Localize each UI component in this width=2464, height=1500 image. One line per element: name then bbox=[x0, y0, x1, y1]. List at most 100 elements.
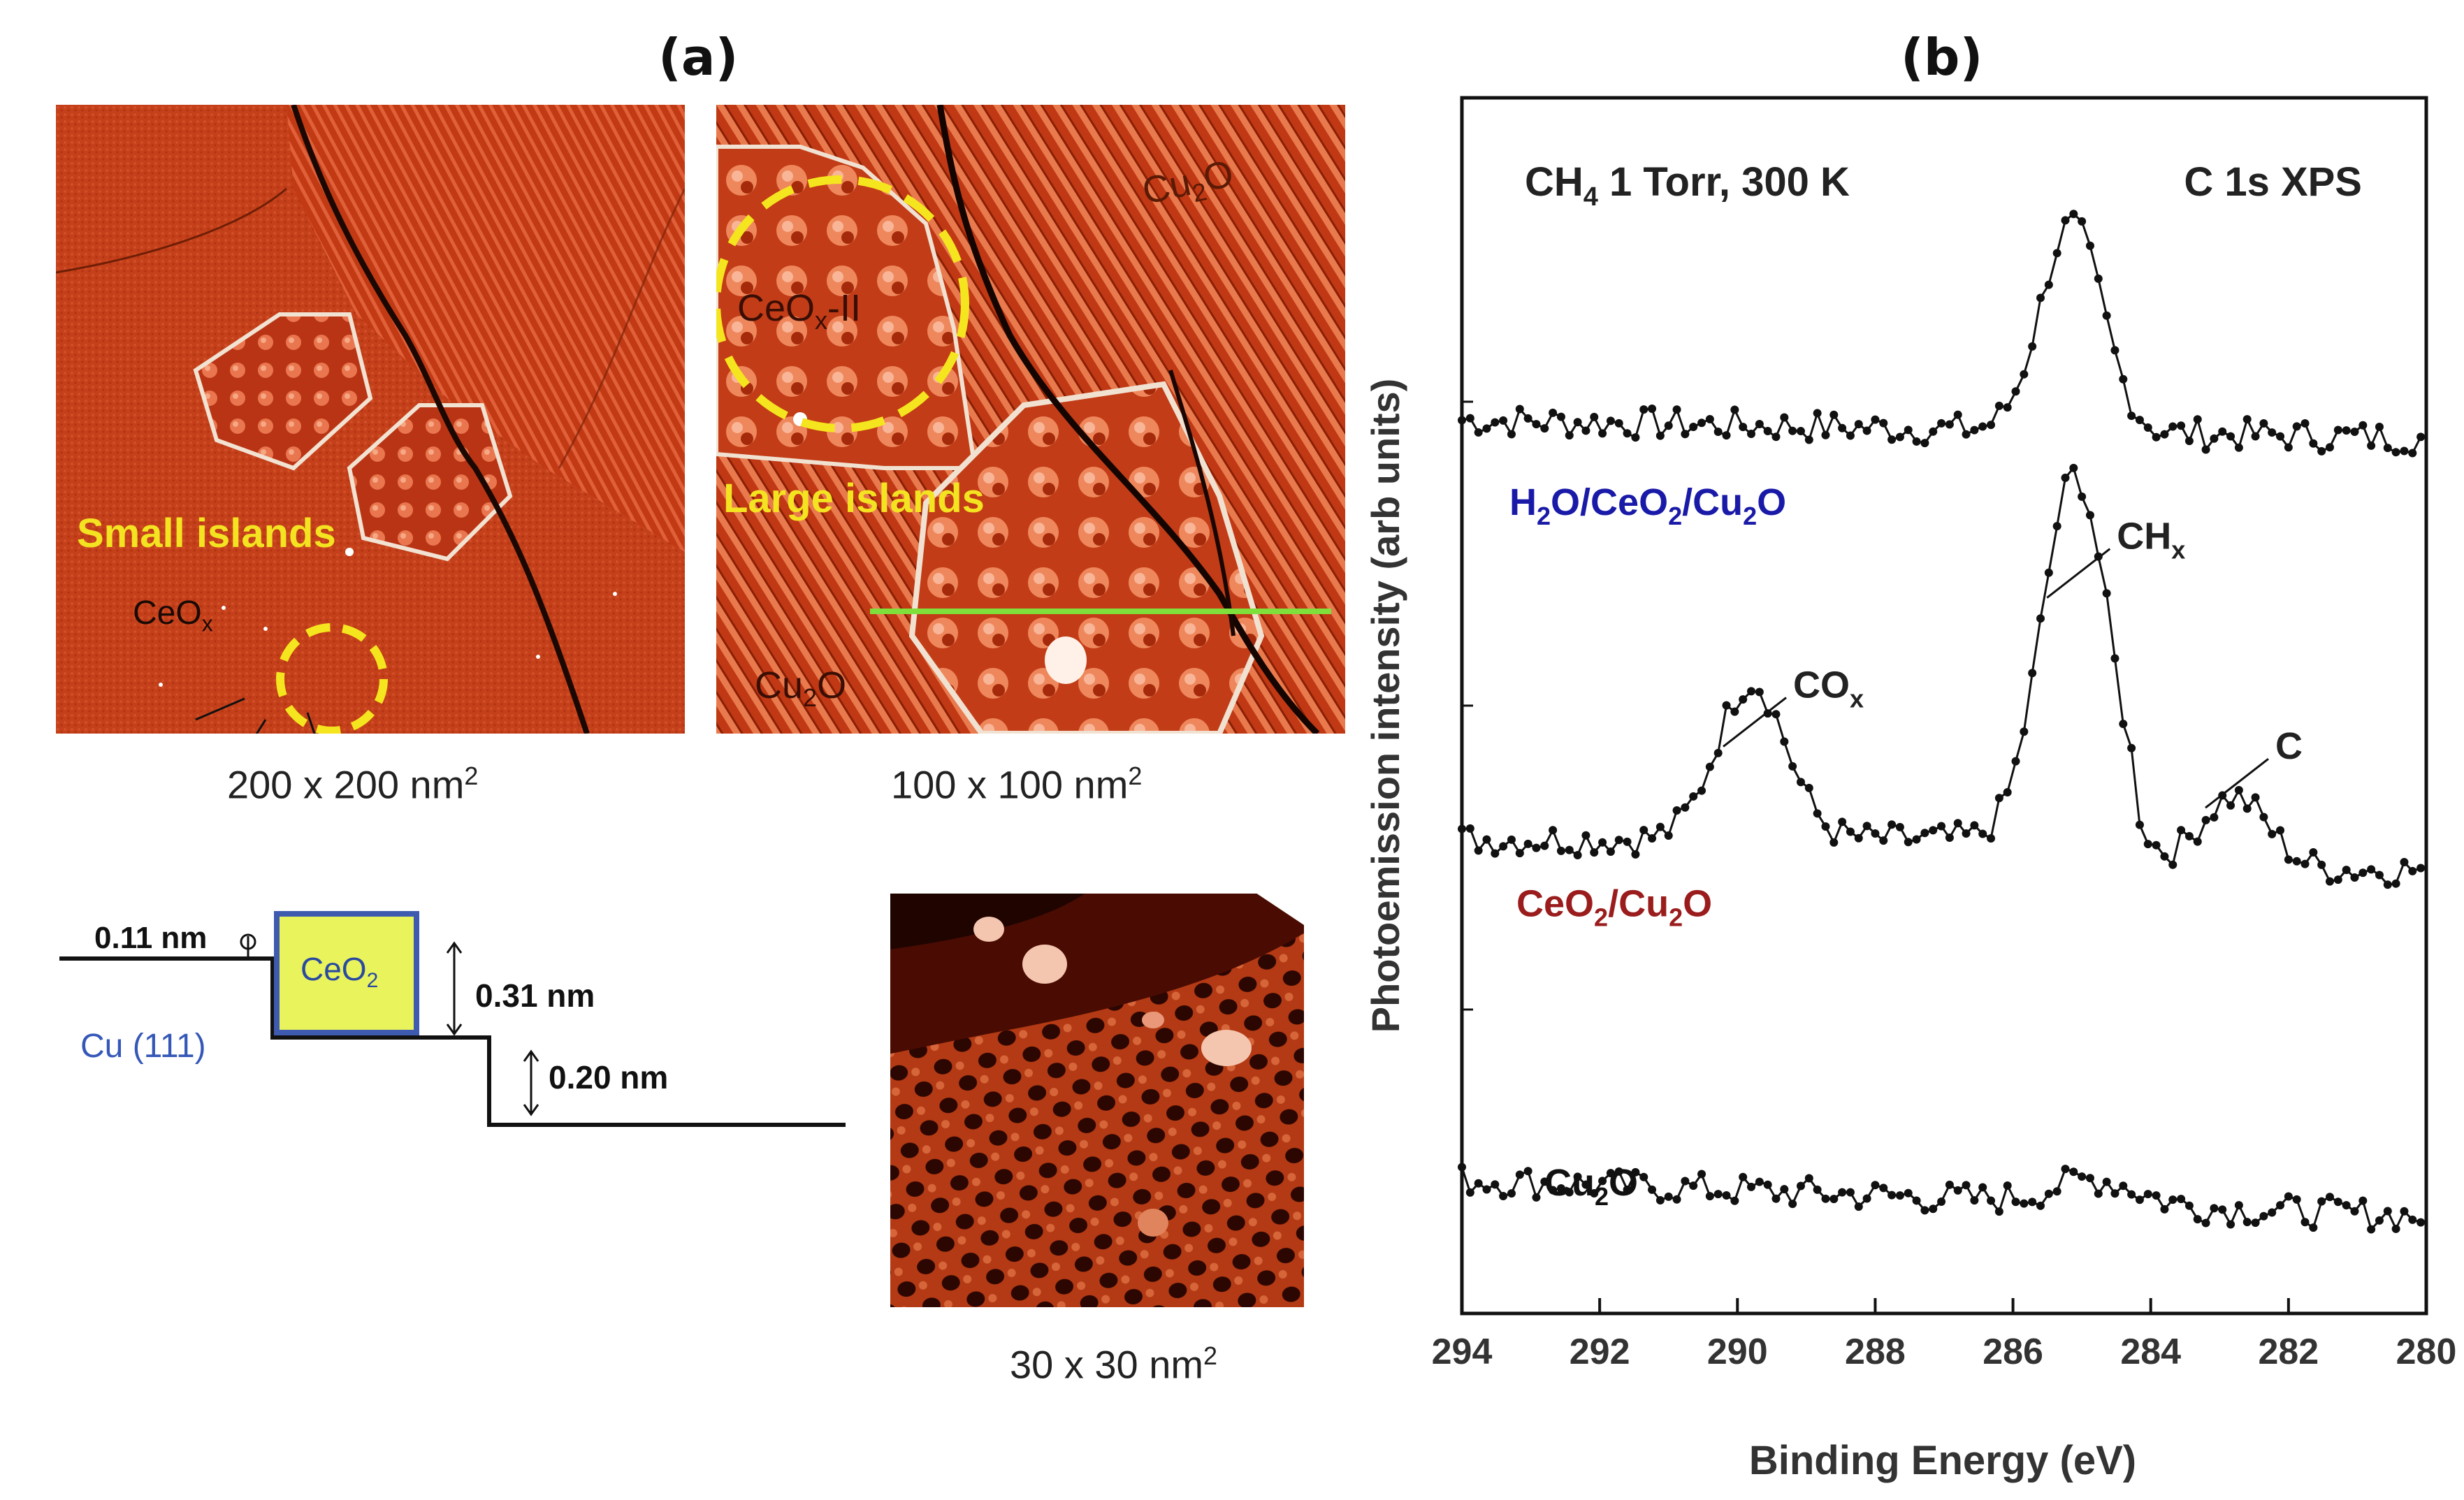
data-point bbox=[1871, 829, 1880, 838]
data-point bbox=[1672, 405, 1681, 414]
data-point bbox=[2127, 1190, 2136, 1199]
data-point bbox=[1631, 433, 1640, 442]
data-point bbox=[2003, 1181, 2012, 1190]
peak-annotation: C bbox=[2275, 725, 2303, 767]
ceo2-box-label: CeO2 bbox=[300, 950, 378, 993]
data-point bbox=[2383, 444, 2392, 453]
series-label-part: CeO bbox=[1516, 882, 1594, 924]
data-point bbox=[1780, 413, 1789, 422]
data-point bbox=[1655, 822, 1665, 831]
data-point bbox=[1623, 429, 1632, 438]
data-point bbox=[1458, 824, 1466, 833]
scale-caption-100nm: 100 x 100 nm2 bbox=[891, 762, 1142, 808]
peak-annotation-sub: x bbox=[1850, 685, 1864, 713]
data-point bbox=[1672, 1195, 1681, 1204]
data-point bbox=[2184, 1201, 2194, 1210]
data-point bbox=[1631, 850, 1640, 859]
data-point bbox=[1540, 424, 1549, 433]
data-point bbox=[2292, 422, 2301, 431]
data-point bbox=[2342, 1201, 2351, 1210]
data-point bbox=[1747, 1182, 1755, 1191]
data-point bbox=[1648, 834, 1657, 843]
data-point bbox=[1887, 1190, 1897, 1200]
data-point bbox=[1515, 405, 1524, 414]
data-point bbox=[1813, 409, 1822, 418]
data-point bbox=[1813, 809, 1822, 818]
series-label-part: O bbox=[1683, 882, 1712, 924]
data-point bbox=[2400, 1207, 2409, 1216]
data-point bbox=[1606, 847, 1615, 857]
data-point bbox=[2160, 1204, 2169, 1214]
data-point bbox=[1912, 835, 1921, 844]
data-point bbox=[1639, 1172, 1648, 1181]
series-label: Cu2O bbox=[1544, 1162, 1638, 1211]
data-point bbox=[2036, 1201, 2045, 1210]
data-point bbox=[2383, 1207, 2392, 1216]
data-point bbox=[1829, 410, 1839, 419]
data-point bbox=[1606, 1169, 1615, 1178]
series-label-part: O bbox=[1609, 1162, 1638, 1204]
data-point bbox=[2078, 1172, 2087, 1181]
data-point bbox=[1689, 792, 1698, 801]
data-point bbox=[2391, 879, 2400, 888]
x-tick-label: 280 bbox=[2396, 1332, 2457, 1372]
data-point bbox=[1755, 1177, 1764, 1186]
data-point bbox=[2152, 1191, 2161, 1200]
cu2o-label-bottom: Cu2O bbox=[755, 664, 846, 713]
data-point bbox=[2085, 1174, 2094, 1183]
data-point bbox=[2069, 1167, 2078, 1177]
data-point bbox=[1895, 432, 1904, 442]
data-point bbox=[1573, 1172, 1582, 1181]
data-point bbox=[1871, 415, 1880, 424]
data-point bbox=[1912, 437, 1921, 446]
data-point bbox=[1507, 1189, 1516, 1198]
data-point bbox=[1920, 439, 1929, 448]
data-point bbox=[2011, 387, 2020, 396]
data-point bbox=[1474, 1179, 1483, 1188]
ceox-label-1-sub: x bbox=[201, 611, 213, 636]
data-point bbox=[1771, 432, 1781, 442]
data-point bbox=[2342, 866, 2351, 875]
data-point bbox=[1515, 849, 1524, 858]
data-point bbox=[1987, 833, 1996, 843]
data-point bbox=[2061, 1165, 2070, 1174]
series-label-part: Cu bbox=[1544, 1162, 1595, 1204]
series-label-part: 2 bbox=[1537, 502, 1551, 530]
data-point bbox=[1838, 423, 1847, 432]
peak-annotation: COx bbox=[1793, 664, 1864, 713]
ceox-ii-label-suffix: -II bbox=[827, 287, 862, 329]
x-tick-label: 288 bbox=[1845, 1332, 1906, 1372]
x-tick-label: 292 bbox=[1570, 1332, 1630, 1372]
data-point bbox=[1953, 410, 1962, 419]
data-point bbox=[1590, 1188, 1599, 1197]
data-point bbox=[1796, 778, 1805, 787]
x-axis-label: Binding Energy (eV) bbox=[1749, 1438, 2136, 1483]
data-point bbox=[1978, 829, 1987, 838]
data-point bbox=[1739, 695, 1748, 704]
peak-annotation-text: C bbox=[2275, 725, 2303, 767]
data-point bbox=[2242, 1218, 2252, 1227]
data-point bbox=[1838, 1188, 1847, 1197]
data-point bbox=[1755, 687, 1764, 697]
data-point bbox=[1937, 822, 1946, 831]
data-point bbox=[1804, 435, 1813, 444]
data-point bbox=[2003, 787, 2012, 796]
data-point bbox=[1705, 415, 1714, 424]
data-point bbox=[2036, 614, 2045, 623]
data-point bbox=[2416, 1218, 2426, 1227]
data-point bbox=[2177, 421, 2186, 430]
data-point bbox=[1887, 435, 1897, 444]
data-point bbox=[2333, 875, 2342, 884]
stm-image-100nm-graphic bbox=[716, 105, 1345, 734]
data-point bbox=[2416, 432, 2426, 442]
data-point bbox=[2375, 422, 2384, 431]
data-point bbox=[2333, 1197, 2342, 1207]
label-031nm: 0.31 nm bbox=[475, 977, 595, 1014]
data-point bbox=[1713, 748, 1723, 757]
data-point bbox=[1523, 1167, 1532, 1176]
data-point bbox=[1499, 416, 1508, 425]
data-point bbox=[2375, 871, 2384, 880]
data-point bbox=[1862, 1194, 1871, 1203]
data-point bbox=[1796, 1181, 1805, 1190]
data-point bbox=[1813, 1185, 1822, 1194]
